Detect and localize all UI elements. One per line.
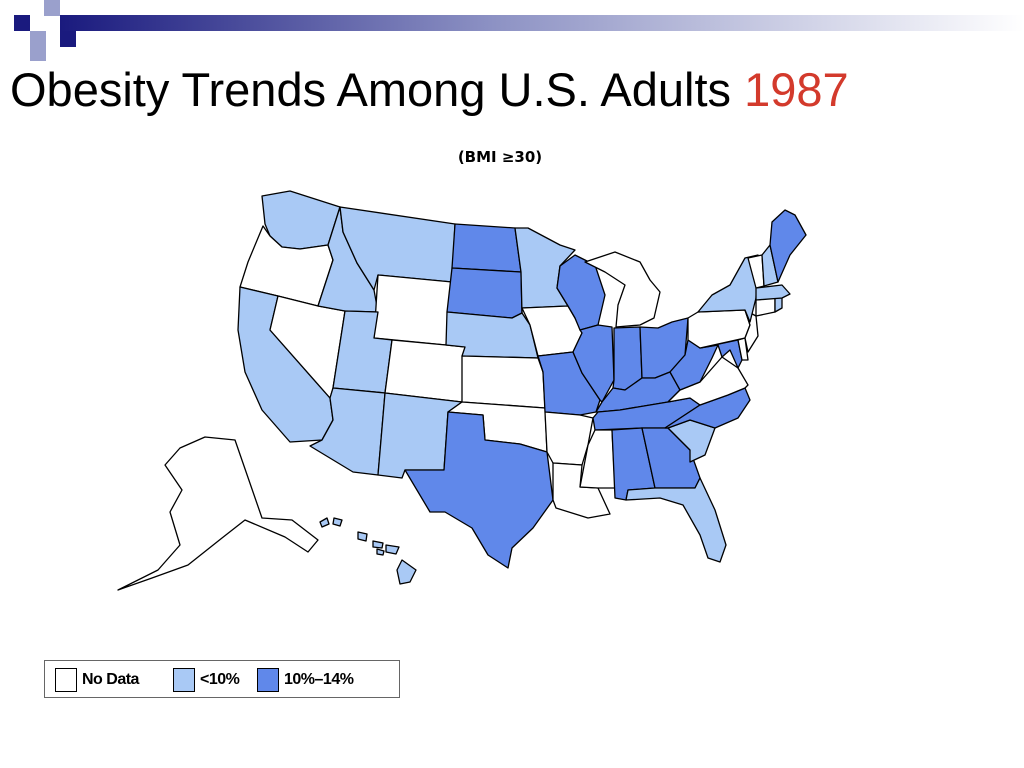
hawaii-island xyxy=(385,544,400,555)
legend-item-no-data: No Data xyxy=(55,667,139,693)
title-year: 1987 xyxy=(744,63,849,116)
legend-item-10-14: 10%–14% xyxy=(257,667,354,693)
state-TX xyxy=(404,411,554,569)
legend-label: 10%–14% xyxy=(284,671,354,688)
deco-square-light xyxy=(44,0,60,16)
state-WY xyxy=(373,274,453,346)
slide-title: Obesity Trends Among U.S. Adults 1987 xyxy=(10,62,849,117)
hawaii-island xyxy=(376,548,385,556)
state-NY xyxy=(697,254,759,323)
legend-label: No Data xyxy=(82,671,139,688)
state-RI xyxy=(774,297,783,313)
state-AK xyxy=(117,436,319,591)
state-ND xyxy=(451,223,522,273)
deco-square-dark xyxy=(60,31,76,47)
deco-square-dark xyxy=(14,15,30,31)
title-text: Obesity Trends Among U.S. Adults xyxy=(10,63,732,116)
state-MI xyxy=(584,251,661,328)
legend-swatch-10-14 xyxy=(257,668,279,692)
hawaii-island xyxy=(357,531,368,542)
state-HI xyxy=(319,517,417,585)
state-ME xyxy=(769,209,807,283)
map-legend: No Data <10% 10%–14% xyxy=(44,660,400,698)
map-subtitle: (BMI ≥30) xyxy=(457,148,543,166)
hawaii-island xyxy=(319,517,330,528)
legend-swatch-lt10 xyxy=(173,668,195,692)
state-KS xyxy=(461,355,546,409)
legend-label: <10% xyxy=(200,671,240,688)
hawaii-island xyxy=(372,540,384,549)
state-CO xyxy=(384,339,466,403)
legend-swatch-no-data xyxy=(55,668,77,692)
state-LA xyxy=(552,462,611,519)
state-FL xyxy=(625,477,727,563)
deco-square-light xyxy=(30,31,46,47)
state-CT xyxy=(755,297,776,317)
state-IL xyxy=(572,324,615,403)
hawaii-island xyxy=(396,559,417,585)
deco-gradient-bar xyxy=(60,15,1024,31)
hawaii-island xyxy=(332,517,343,527)
state-MA xyxy=(755,284,791,301)
state-AR xyxy=(544,411,594,466)
legend-item-lt10: <10% xyxy=(173,667,240,693)
deco-square-light xyxy=(30,47,46,61)
state-SD xyxy=(446,267,523,319)
